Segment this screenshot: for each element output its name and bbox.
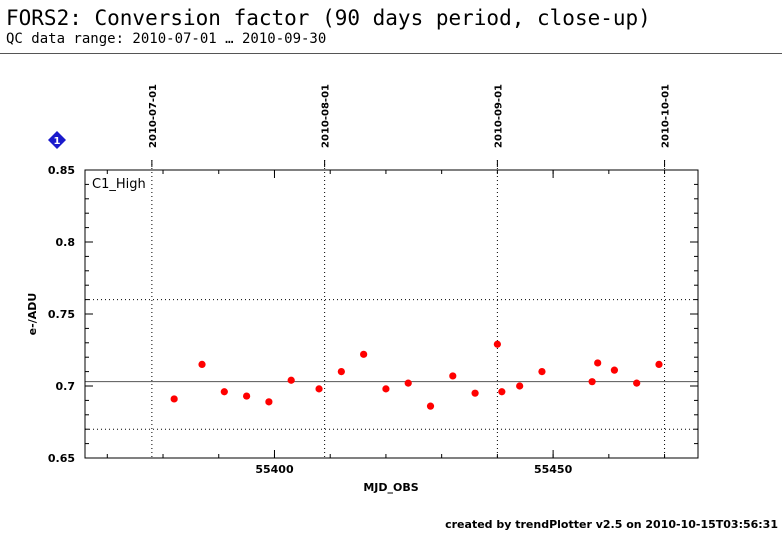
x-axis-label: MJD_OBS <box>363 481 418 494</box>
y-tick-label: 0.85 <box>48 164 75 177</box>
date-tick-label: 2010-10-01 <box>661 84 672 148</box>
panel-label: C1_High <box>92 177 146 192</box>
footer-credit: created by trendPlotter v2.5 on 2010-10-… <box>445 518 778 531</box>
data-point <box>610 366 619 374</box>
data-point <box>426 402 435 410</box>
plot-frame <box>84 169 699 459</box>
date-axis: 2010-07-01 2010-08-01 2010-09-01 2010-10-01 <box>148 84 672 458</box>
x-tick-label: 55400 <box>255 463 294 476</box>
data-point <box>243 392 251 400</box>
data-point <box>360 350 368 358</box>
data-point <box>220 388 228 396</box>
date-tick-label: 2010-09-01 <box>493 84 504 148</box>
header-divider <box>0 53 782 54</box>
info-badge-icon[interactable]: 1 <box>48 131 66 149</box>
data-point <box>337 368 345 376</box>
badge-label: 1 <box>54 136 61 147</box>
data-point <box>265 398 273 406</box>
y-tick-label: 0.8 <box>56 236 76 249</box>
date-tick-label: 2010-07-01 <box>148 84 159 148</box>
data-point <box>498 388 506 396</box>
data-point <box>633 379 641 387</box>
data-point <box>516 382 524 390</box>
data-point <box>493 340 501 348</box>
data-point <box>588 378 596 386</box>
data-point <box>655 360 663 368</box>
x-tick-label: 55450 <box>534 463 573 476</box>
data-points <box>170 340 663 410</box>
date-tick-label: 2010-08-01 <box>321 84 332 148</box>
axis-ticks: 0.65 0.7 0.75 0.8 0.85 55400 55450 <box>48 164 698 476</box>
y-axis-label: e-/ADU <box>26 293 39 336</box>
badge-diamond <box>48 131 66 149</box>
data-point <box>594 359 602 367</box>
data-point <box>382 385 390 393</box>
data-point <box>538 368 546 376</box>
data-point <box>315 385 323 393</box>
data-point <box>404 379 412 387</box>
data-point <box>198 360 206 368</box>
data-point <box>170 395 178 403</box>
y-tick-label: 0.7 <box>56 380 76 393</box>
reference-lines <box>85 299 698 430</box>
data-point <box>287 376 295 384</box>
page-title: FORS2: Conversion factor (90 days period… <box>6 6 651 30</box>
page-subtitle: QC data range: 2010-07-01 … 2010-09-30 <box>6 31 327 47</box>
y-tick-label: 0.65 <box>48 452 75 465</box>
y-tick-label: 0.75 <box>48 308 75 321</box>
data-point <box>449 372 457 380</box>
data-point <box>471 389 479 397</box>
